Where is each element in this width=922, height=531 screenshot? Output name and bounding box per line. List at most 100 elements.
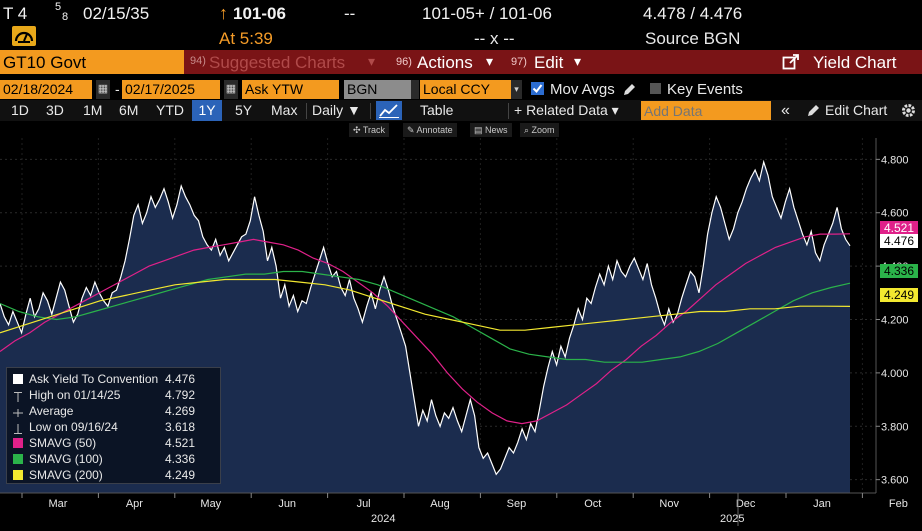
legend-label: SMAVG (100) <box>29 452 103 466</box>
annotate-icon: ✎ <box>407 125 417 135</box>
coupon-fraction-bottom: 8 <box>62 11 69 23</box>
zoom-label: Zoom <box>531 125 555 135</box>
x-tick-label: Aug <box>430 498 450 510</box>
start-calendar-icon[interactable]: ▦ <box>96 80 110 99</box>
period-5y[interactable]: 5Y <box>235 102 253 118</box>
legend-item[interactable]: Average 4.269 <box>13 403 213 419</box>
bid-ask-yield: 4.478 / 4.476 <box>643 4 743 23</box>
frequency-selector[interactable]: Daily ▼ <box>312 102 361 118</box>
period-1m[interactable]: 1M <box>83 102 103 118</box>
add-data-input[interactable] <box>641 101 771 120</box>
sma50-line <box>0 233 851 425</box>
edit-caret-icon[interactable]: ▾ <box>574 53 582 69</box>
suggested-caret-icon[interactable]: ▾ <box>368 53 376 69</box>
period-1y[interactable]: 1Y <box>192 100 222 121</box>
last-value-tag: 4.249 <box>880 288 919 302</box>
legend-value: 4.792 <box>165 388 196 402</box>
security-field[interactable]: GT10 Govt <box>0 50 184 74</box>
legend-value: 4.476 <box>165 372 196 386</box>
period-max[interactable]: Max <box>271 102 298 118</box>
security-name: GT10 Govt <box>3 53 87 72</box>
legend-item[interactable]: Low on 09/16/24 3.618 <box>13 419 213 435</box>
zoom-tool[interactable]: ⌕ Zoom <box>520 123 559 137</box>
mov-avgs-checkbox[interactable] <box>531 82 544 95</box>
x-tick-label: Jun <box>278 498 296 510</box>
currency-selector[interactable]: Local CCY <box>420 80 516 99</box>
suggested-charts-number: 94) <box>190 55 206 67</box>
chart-tools: ✣ Track ✎ Annotate ▤ News ⌕ Zoom <box>0 122 922 138</box>
legend-swatch <box>13 438 23 448</box>
up-arrow-icon: ↑ <box>219 3 228 23</box>
gear-icon[interactable] <box>900 102 917 119</box>
field-selector[interactable]: Ask YTW <box>242 80 339 99</box>
quote-subheader: At 5:39 -- x -- Source BGN <box>0 26 922 48</box>
start-date-field[interactable]: 02/18/2024 <box>0 80 92 99</box>
period-bar: 1D 3D 1M 6M YTD 1Y 5Y Max Daily ▼ Table … <box>0 100 922 121</box>
edit-chart-button[interactable]: Edit Chart <box>825 102 888 118</box>
y-tick-label: 3.600 <box>881 475 909 487</box>
period-6m[interactable]: 6M <box>119 102 139 118</box>
pricing-source: Source BGN <box>645 29 741 48</box>
source-dropdown-icon[interactable] <box>411 80 419 99</box>
legend-swatch <box>13 374 23 384</box>
chart-parameters: 02/18/2024 ▦ - 02/17/2025 ▦ Ask YTW BGN … <box>0 80 922 100</box>
source-field[interactable]: BGN <box>344 80 414 99</box>
legend-swatch <box>13 454 23 464</box>
currency-dropdown-icon[interactable]: ▾ <box>511 80 522 99</box>
pencil-icon[interactable] <box>806 104 820 118</box>
legend-item[interactable]: High on 01/14/25 4.792 <box>13 387 213 403</box>
legend-item[interactable]: SMAVG (200) 4.249 <box>13 467 213 483</box>
table-view-button[interactable]: Table <box>420 102 454 118</box>
period-ytd[interactable]: YTD <box>156 102 184 118</box>
last-price: 101-06 <box>233 4 286 23</box>
low-marker-icon <box>13 422 23 434</box>
average-marker-icon <box>13 406 23 417</box>
x-tick-label: Dec <box>736 498 756 510</box>
popout-icon[interactable] <box>782 54 800 70</box>
news-icon: ▤ <box>474 125 486 135</box>
period-1d[interactable]: 1D <box>11 102 29 118</box>
speedometer-icon[interactable] <box>12 26 36 46</box>
end-calendar-icon[interactable]: ▦ <box>224 80 238 99</box>
edit-menu[interactable]: Edit <box>534 53 564 72</box>
period-3d[interactable]: 3D <box>46 102 64 118</box>
chart-legend[interactable]: Ask Yield To Convention 4.476 High on 01/1… <box>6 367 221 484</box>
end-date-field[interactable]: 02/17/2025 <box>122 80 220 99</box>
x-tick-label: Nov <box>659 498 679 510</box>
legend-label: Ask Yield To Convention <box>29 372 159 386</box>
legend-swatch <box>13 470 23 480</box>
bid-ask-price: 101-05+ / 101-06 <box>422 4 552 23</box>
y-tick-label: 3.800 <box>881 421 909 433</box>
track-tool[interactable]: ✣ Track <box>349 123 390 137</box>
edit-number: 97) <box>511 56 527 68</box>
sma200-line <box>0 278 851 334</box>
x-year-label: 2024 <box>371 513 395 525</box>
x-tick-label: Oct <box>584 498 601 510</box>
collapse-icon[interactable]: « <box>781 102 790 119</box>
news-label: News <box>485 125 508 135</box>
sma100-line <box>0 270 851 363</box>
coupon-fraction-top: 5 <box>55 1 62 13</box>
legend-item[interactable]: Ask Yield To Convention 4.476 <box>13 371 213 387</box>
annotate-tool[interactable]: ✎ Annotate <box>403 123 457 137</box>
last-value-tag: 4.476 <box>880 234 919 248</box>
x-axis: Mar Apr May Jun Jul Aug Sep Oct Nov Dec Jan Feb 2024… <box>21 493 908 526</box>
related-data-menu[interactable]: + Related Data ▾ <box>514 102 619 118</box>
actions-caret-icon[interactable]: ▾ <box>486 53 494 69</box>
high-marker-icon <box>13 390 23 402</box>
pencil-icon[interactable] <box>622 83 636 97</box>
actions-menu[interactable]: Actions <box>417 53 473 72</box>
legend-label: SMAVG (50) <box>29 436 97 450</box>
divider <box>508 103 509 119</box>
suggested-charts-menu[interactable]: Suggested Charts <box>209 53 346 72</box>
date-range-dash: - <box>115 81 120 97</box>
key-events-checkbox[interactable] <box>650 83 661 94</box>
legend-item[interactable]: SMAVG (100) 4.336 <box>13 451 213 467</box>
legend-label: High on 01/14/25 <box>29 388 121 402</box>
menu-bar <box>184 50 922 74</box>
news-tool[interactable]: ▤ News <box>470 123 512 137</box>
legend-item[interactable]: SMAVG (50) 4.521 <box>13 435 213 451</box>
x-tick-label: Jan <box>813 498 831 510</box>
line-chart-icon[interactable] <box>376 101 402 120</box>
